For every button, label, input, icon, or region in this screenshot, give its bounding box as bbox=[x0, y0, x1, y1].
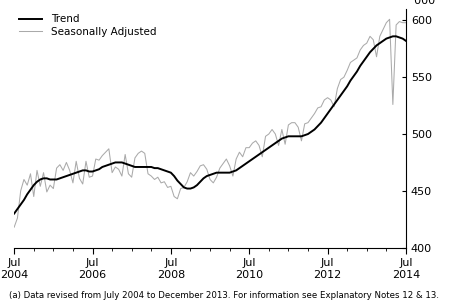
Text: '000: '000 bbox=[412, 0, 436, 6]
Legend: Trend, Seasonally Adjusted: Trend, Seasonally Adjusted bbox=[19, 14, 156, 37]
Text: (a) Data revised from July 2004 to December 2013. For information see Explanator: (a) Data revised from July 2004 to Decem… bbox=[9, 291, 439, 300]
